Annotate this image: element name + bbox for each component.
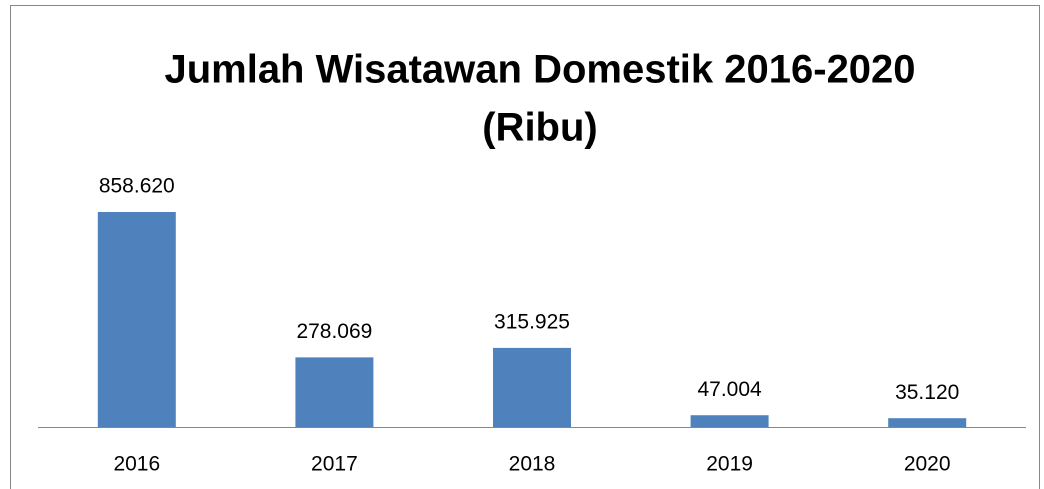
bar	[295, 357, 374, 427]
chart-title: Jumlah Wisatawan Domestik 2016-2020	[164, 48, 915, 92]
x-tick-label: 2020	[904, 453, 951, 476]
x-tick-label: 2019	[706, 453, 753, 476]
data-label: 47.004	[697, 378, 762, 401]
data-label: 35.120	[895, 381, 959, 404]
bar	[888, 418, 967, 427]
bar	[690, 415, 769, 427]
chart-title: (Ribu)	[482, 106, 598, 150]
chart-border	[10, 5, 1040, 489]
bar	[493, 347, 571, 427]
data-label: 858.620	[99, 175, 175, 198]
bar	[97, 212, 176, 427]
data-label: 315.925	[494, 310, 570, 333]
x-tick-label: 2018	[509, 453, 556, 476]
x-tick-label: 2016	[113, 453, 160, 476]
data-label: 278.069	[296, 320, 372, 343]
x-tick-label: 2017	[311, 453, 358, 476]
